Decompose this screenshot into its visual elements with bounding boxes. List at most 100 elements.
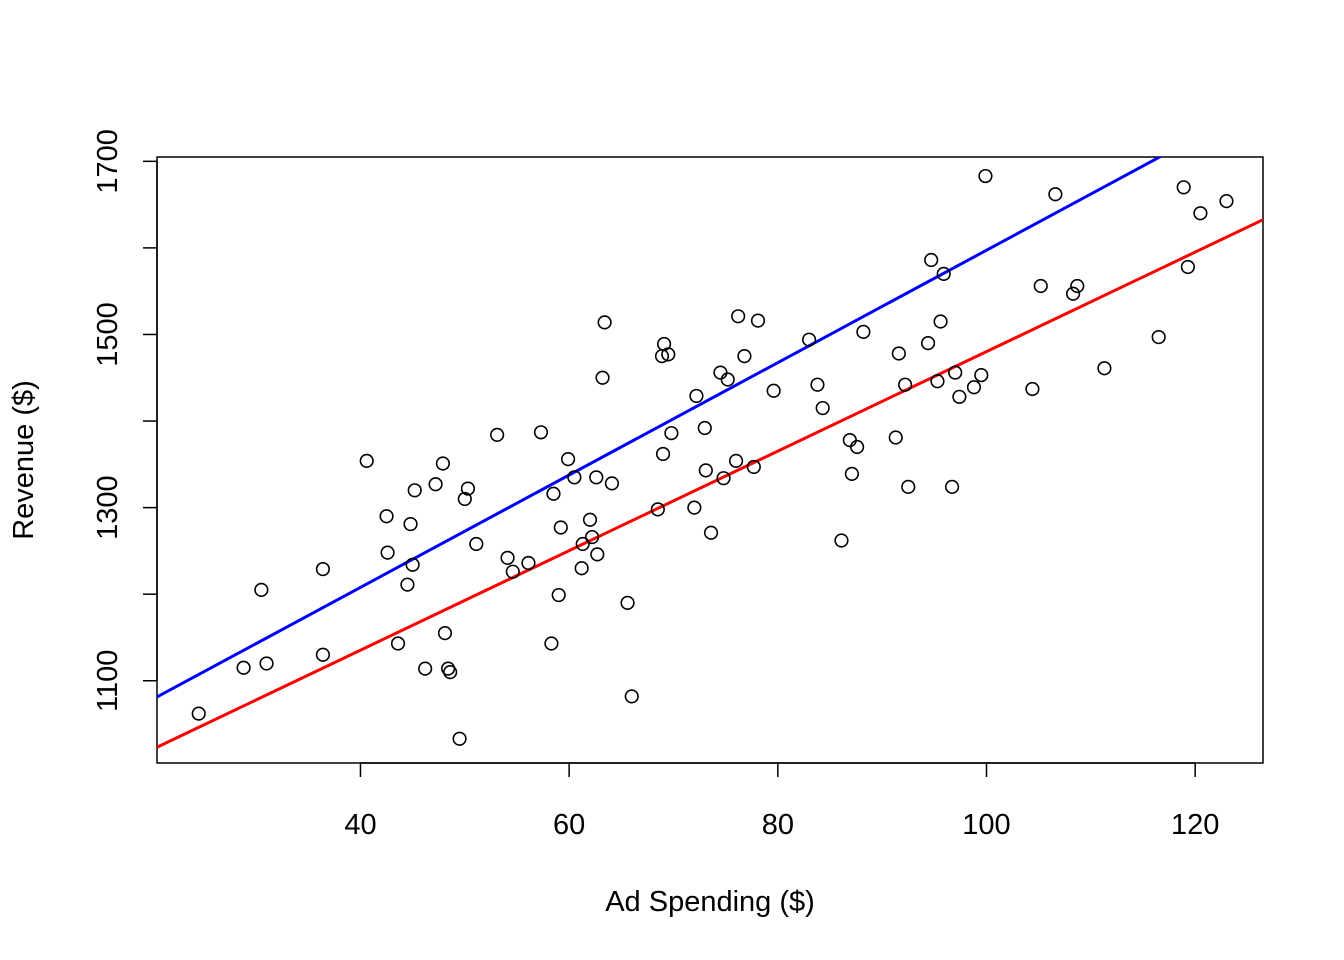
data-point xyxy=(551,587,566,603)
data-point xyxy=(948,365,963,380)
data-point xyxy=(403,516,418,532)
data-point xyxy=(766,383,781,398)
data-point xyxy=(1180,259,1195,275)
data-point xyxy=(624,689,639,704)
data-point xyxy=(697,420,712,436)
data-point xyxy=(966,380,982,395)
data-point xyxy=(533,425,549,440)
y-axis: 1100 1300 1500 1700 xyxy=(92,129,158,712)
data-point xyxy=(589,470,604,485)
data-point xyxy=(978,168,993,184)
data-point xyxy=(390,636,406,651)
data-point xyxy=(315,561,331,577)
data-point xyxy=(575,536,590,552)
data-point xyxy=(703,525,719,540)
data-point xyxy=(315,647,331,662)
data-point xyxy=(650,502,665,517)
data-point xyxy=(574,561,589,576)
x-tick-label: 40 xyxy=(344,809,376,841)
data-point xyxy=(974,368,989,383)
data-point xyxy=(359,453,374,468)
data-point xyxy=(1066,286,1081,301)
data-point xyxy=(437,626,453,641)
fit-lines xyxy=(157,157,1263,749)
data-point xyxy=(750,313,766,328)
data-point xyxy=(560,452,576,467)
data-point xyxy=(567,470,582,485)
data-point xyxy=(933,314,948,329)
data-point xyxy=(380,545,395,560)
data-point xyxy=(546,486,561,501)
data-point xyxy=(888,430,903,445)
data-point xyxy=(901,479,916,494)
data-point xyxy=(731,309,746,324)
y-axis-label: Revenue ($) xyxy=(8,380,40,540)
data-point xyxy=(469,536,484,552)
data-point xyxy=(1219,194,1234,209)
data-point xyxy=(379,509,394,524)
data-point xyxy=(604,476,620,491)
data-point xyxy=(595,370,610,385)
data-point xyxy=(1025,381,1040,397)
data-point xyxy=(1193,206,1208,221)
data-point xyxy=(728,453,744,468)
data-point xyxy=(418,661,433,676)
data-point xyxy=(441,661,456,676)
regression-line xyxy=(157,157,1163,699)
x-tick-label: 80 xyxy=(762,809,794,841)
data-point xyxy=(452,731,467,746)
data-point xyxy=(944,479,960,494)
data-point xyxy=(655,446,671,462)
data-point xyxy=(259,656,274,671)
data-point xyxy=(746,459,761,475)
data-point xyxy=(844,466,860,481)
data-point xyxy=(544,636,559,651)
regression-line xyxy=(157,218,1263,749)
data-point xyxy=(689,388,704,404)
data-point xyxy=(891,346,906,361)
data-point xyxy=(802,332,817,347)
data-point xyxy=(582,512,598,527)
data-point xyxy=(1048,187,1063,202)
data-point xyxy=(856,324,871,339)
data-point xyxy=(457,491,472,507)
x-tick-label: 100 xyxy=(962,809,1010,841)
data-point xyxy=(1033,278,1048,294)
data-point xyxy=(553,520,568,535)
data-point xyxy=(815,400,830,416)
data-point xyxy=(620,595,635,610)
data-point xyxy=(597,315,612,330)
data-point xyxy=(236,660,251,675)
y-tick-label: 1700 xyxy=(92,129,124,194)
data-point xyxy=(737,349,752,364)
data-point xyxy=(687,500,702,515)
y-tick-label: 1100 xyxy=(92,650,124,712)
data-point xyxy=(898,377,913,392)
data-point xyxy=(443,664,458,680)
y-tick-label: 1300 xyxy=(92,475,124,540)
data-point xyxy=(500,550,515,565)
data-point xyxy=(490,427,505,442)
data-point xyxy=(664,426,679,441)
data-point xyxy=(952,389,967,404)
data-point xyxy=(428,477,443,492)
data-point xyxy=(713,365,728,380)
data-point xyxy=(521,555,536,571)
data-point xyxy=(407,483,422,498)
data-point xyxy=(720,372,735,387)
data-point xyxy=(1070,278,1085,294)
data-point xyxy=(435,456,450,471)
x-axis-label: Ad Spending ($) xyxy=(605,886,815,918)
data-point xyxy=(920,336,936,351)
data-point xyxy=(254,582,269,597)
data-point xyxy=(191,706,206,721)
x-tick-label: 120 xyxy=(1171,809,1219,841)
data-point xyxy=(661,347,676,362)
data-point xyxy=(716,471,731,486)
x-tick-label: 60 xyxy=(553,809,585,841)
data-point xyxy=(698,463,713,478)
data-point xyxy=(924,252,939,268)
data-point xyxy=(850,439,865,455)
data-point xyxy=(936,266,951,281)
